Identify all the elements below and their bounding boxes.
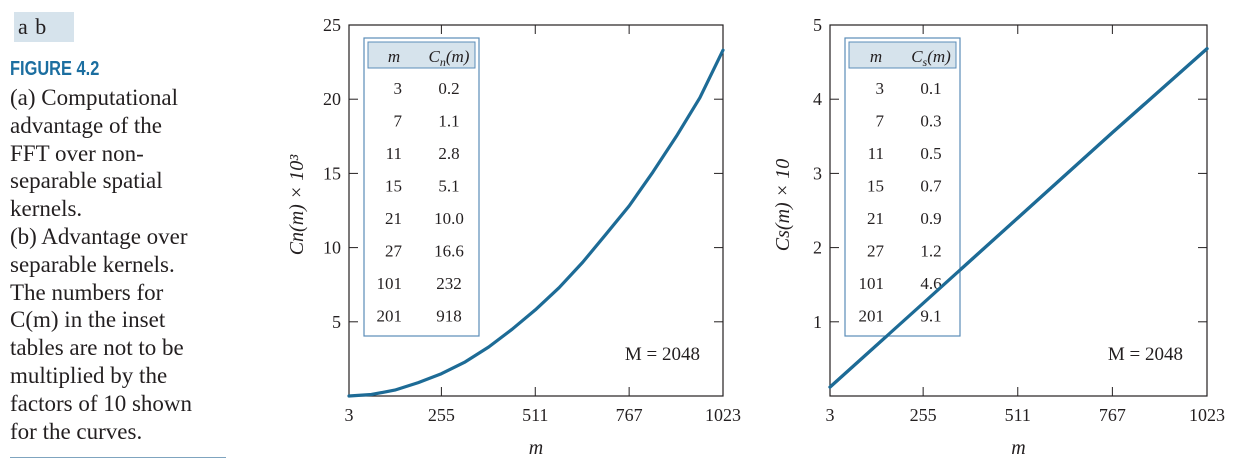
y-axis-title: Cs(m) × 10 bbox=[772, 159, 794, 251]
x-tick-label: 1023 bbox=[705, 405, 741, 425]
series-line bbox=[347, 48, 725, 398]
inset-table-cell-c: 0.9 bbox=[920, 209, 941, 228]
annotation-label: M = 2048 bbox=[625, 344, 700, 365]
x-tick-label: 1023 bbox=[1189, 405, 1225, 425]
caption-line: FFT over non- bbox=[10, 140, 144, 166]
inset-table-cell-c: 5.1 bbox=[438, 177, 459, 196]
inset-table-header-bg bbox=[367, 41, 476, 69]
inset-table-cell-m: 11 bbox=[868, 144, 884, 163]
inset-table-cell-m: 11 bbox=[386, 144, 402, 163]
inset-table-cell-c: 0.7 bbox=[920, 177, 942, 196]
inset-table-header-m: m bbox=[870, 47, 882, 66]
caption-line: kernels. bbox=[10, 196, 83, 222]
x-tick-label: 3 bbox=[826, 405, 835, 425]
y-tick-label: 5 bbox=[332, 312, 341, 332]
caption-line: The numbers for bbox=[10, 279, 164, 305]
inset-table-cell-c: 9.1 bbox=[920, 307, 941, 326]
series-line-front bbox=[828, 47, 1209, 389]
x-tick-label: 511 bbox=[1005, 405, 1031, 425]
caption-line: factors of 10 shown bbox=[10, 390, 193, 416]
inset-table-cell-m: 101 bbox=[377, 274, 403, 293]
y-tick-label: 10 bbox=[323, 238, 341, 258]
y-tick-label: 20 bbox=[323, 89, 341, 109]
inset-table-cell-m: 15 bbox=[385, 177, 402, 196]
inset-table-cell-m: 7 bbox=[876, 112, 885, 131]
y-tick-label: 5 bbox=[813, 15, 822, 35]
inset-table-header-bg bbox=[848, 41, 957, 69]
x-tick-label: 3 bbox=[345, 405, 354, 425]
x-tick-label: 767 bbox=[616, 405, 643, 425]
inset-table-cell-m: 21 bbox=[385, 209, 402, 228]
caption-line: tables are not to be bbox=[10, 335, 184, 361]
figure-caption: a b FIGURE 4.2 (a) Computational advanta… bbox=[0, 0, 232, 474]
x-axis-title: m bbox=[1011, 437, 1025, 459]
y-tick-label: 15 bbox=[323, 163, 341, 183]
inset-table: m Cs(m) 3 0.1 7 0.3 11 0.5 15 0.7 21 0.9 27 1.2 101 4.6… bbox=[844, 37, 961, 337]
inset-table-header-m: m bbox=[388, 47, 400, 66]
caption-line: separable spatial bbox=[10, 168, 163, 194]
caption-body: (a) Computational advantage of the FFT o… bbox=[10, 84, 232, 445]
inset-table-cell-c: 0.3 bbox=[920, 112, 941, 131]
inset-table-cell-c: 232 bbox=[436, 274, 462, 293]
y-tick-label: 1 bbox=[813, 312, 822, 332]
inset-table: m Cn(m) 3 0.2 7 1.1 11 2.8 15 5.1 21 10.0 27 16.6 101 2… bbox=[363, 37, 480, 337]
inset-table-cell-m: 101 bbox=[859, 274, 885, 293]
caption-line: advantage of the bbox=[10, 112, 162, 138]
inset-table-header-c: Cn(m) bbox=[429, 47, 470, 69]
inset-table-cell-c: 16.6 bbox=[434, 242, 464, 261]
inset-table-header-c: Cs(m) bbox=[911, 47, 951, 69]
inset-table-cell-c: 918 bbox=[436, 307, 462, 326]
chart-panel-b: 3 255 511 767 1023 1 2 3 4 5 m Cs(m) × 10 m Cs(m) 3 0.1… bbox=[772, 15, 1225, 459]
x-tick-label: 255 bbox=[428, 405, 455, 425]
x-tick-label: 767 bbox=[1099, 405, 1126, 425]
inset-table-cell-c: 0.2 bbox=[438, 79, 459, 98]
caption-line: for the curves. bbox=[10, 418, 143, 444]
inset-table-cell-m: 15 bbox=[867, 177, 884, 196]
inset-table-cell-c: 0.1 bbox=[920, 79, 941, 98]
panel-labels: a b bbox=[14, 12, 74, 42]
plot-frame bbox=[829, 24, 1208, 397]
x-tick-label: 511 bbox=[522, 405, 548, 425]
inset-table-cell-m: 3 bbox=[876, 79, 885, 98]
y-tick-label: 25 bbox=[323, 15, 341, 35]
inset-table-frame bbox=[363, 37, 480, 337]
caption-line: C(m) in the inset bbox=[10, 307, 166, 333]
inset-table-cell-c: 0.5 bbox=[920, 144, 941, 163]
inset-table-cell-m: 3 bbox=[394, 79, 403, 98]
inset-table-cell-c: 1.2 bbox=[920, 242, 941, 261]
caption-line: (a) Computational bbox=[10, 85, 178, 110]
y-tick-label: 4 bbox=[813, 89, 822, 109]
caption-line: multiplied by the bbox=[10, 362, 168, 388]
inset-table-cell-c: 2.8 bbox=[438, 144, 459, 163]
plot-frame bbox=[348, 24, 724, 397]
x-tick-label: 255 bbox=[910, 405, 937, 425]
annotation-label: M = 2048 bbox=[1108, 344, 1183, 365]
caption-line: (b) Advantage over bbox=[10, 223, 188, 249]
x-axis-title: m bbox=[529, 437, 543, 459]
y-tick-label: 2 bbox=[813, 238, 822, 258]
caption-divider bbox=[10, 457, 226, 458]
inset-table-cell-m: 21 bbox=[867, 209, 884, 228]
inset-table-cell-m: 27 bbox=[867, 242, 885, 261]
figure-title: FIGURE 4.2 bbox=[10, 58, 100, 80]
inset-table-cell-c: 4.6 bbox=[920, 274, 941, 293]
inset-table-cell-c: 1.1 bbox=[438, 112, 459, 131]
inset-table-cell-c: 10.0 bbox=[434, 209, 464, 228]
inset-table-cell-m: 7 bbox=[394, 112, 403, 131]
chart-panel-a: 3 255 511 767 1023 5 10 15 20 25 m Cn(m) × 10³ m Cn(m… bbox=[286, 15, 741, 459]
inset-table-cell-m: 201 bbox=[377, 307, 403, 326]
y-axis-title: Cn(m) × 10³ bbox=[286, 154, 308, 256]
caption-line: separable kernels. bbox=[10, 251, 175, 277]
y-tick-label: 3 bbox=[813, 163, 822, 183]
inset-table-cell-m: 27 bbox=[385, 242, 403, 261]
inset-table-cell-m: 201 bbox=[859, 307, 885, 326]
